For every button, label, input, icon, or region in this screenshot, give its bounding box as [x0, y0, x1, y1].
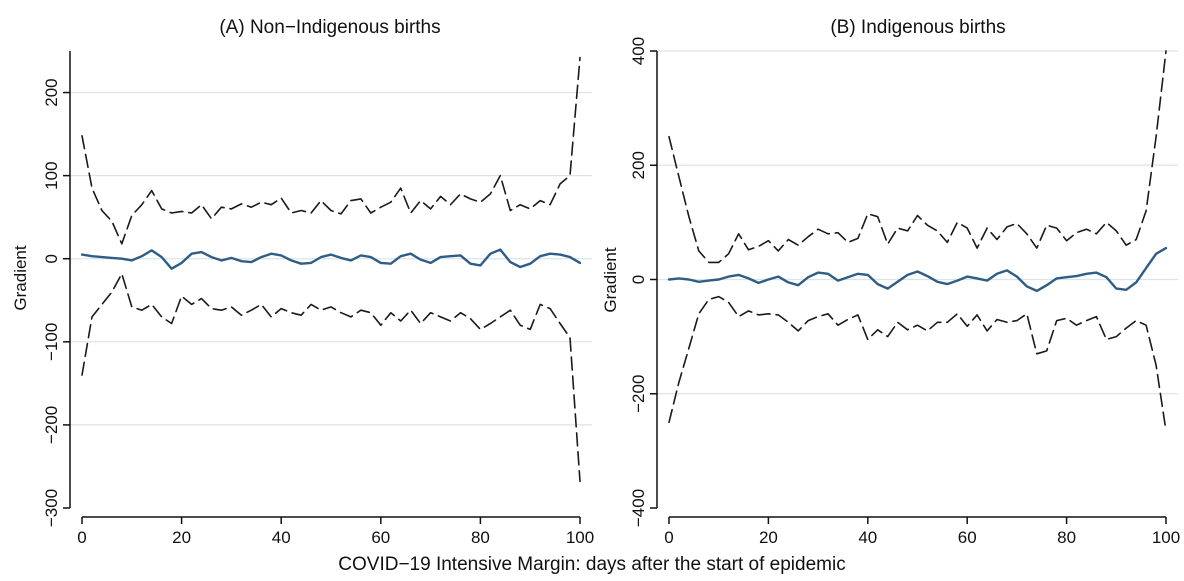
panel-b-upper-ci-line	[668, 50, 1167, 264]
panel-a-lower-ci-line	[81, 272, 581, 483]
panel-a-x-tick-label: 0	[77, 528, 86, 547]
panel-b-x-tick-label: 0	[664, 528, 673, 547]
panel-b-estimate-line	[667, 246, 1168, 293]
panel-b-y-tick-label: 200	[629, 151, 648, 179]
panel-a-y-tick-label: −200	[42, 406, 61, 444]
panel-a-grid	[70, 91, 592, 426]
panel-a-y-axis-label: Gradient	[11, 245, 30, 310]
panel-b-y-tick-label: 0	[629, 275, 648, 284]
panel-a-x-tick-label: 80	[471, 528, 490, 547]
panel-b-y-ticks: −400 −200 0 200 400	[629, 37, 657, 527]
panel-b-x-ticks: 0 20 40 60 80 100	[664, 517, 1180, 547]
panel-a-x-tick-label: 100	[566, 528, 594, 547]
panel-a-upper-ci-line	[81, 56, 581, 245]
panel-a: (A) Non−Indigenous births −300 −200 −100 0 1…	[11, 17, 594, 547]
panel-b-y-tick-label: −200	[629, 375, 648, 413]
panel-a-estimate-line	[80, 248, 582, 270]
panel-b: (B) Indigenous births −400 −200 0 200 400 0 2…	[601, 17, 1180, 547]
panel-a-y-tick-label: 0	[42, 254, 61, 263]
panel-a-x-tick-label: 40	[272, 528, 291, 547]
panel-a-y-tick-label: 200	[42, 78, 61, 106]
panel-a-title: (A) Non−Indigenous births	[219, 17, 440, 38]
panel-a-x-tick-label: 20	[172, 528, 191, 547]
panel-b-y-tick-label: 400	[629, 37, 648, 65]
panel-b-lower-ci-line	[668, 295, 1167, 432]
panel-a-y-tick-label: −100	[42, 323, 61, 361]
panel-b-grid	[657, 50, 1178, 395]
panel-b-x-tick-label: 20	[759, 528, 778, 547]
panel-b-x-tick-label: 100	[1152, 528, 1180, 547]
panel-a-x-tick-label: 60	[371, 528, 390, 547]
panel-b-y-tick-label: −400	[629, 489, 648, 527]
panel-a-x-ticks: 0 20 40 60 80 100	[77, 517, 594, 547]
panel-b-lines	[667, 50, 1168, 432]
panel-a-y-ticks: −300 −200 −100 0 100 200	[42, 78, 70, 527]
panel-b-y-axis-label: Gradient	[601, 247, 620, 312]
panel-b-title: (B) Indigenous births	[830, 17, 1005, 38]
shared-x-axis-label: COVID−19 Intensive Margin: days after th…	[338, 554, 845, 575]
panel-a-y-tick-label: 100	[42, 161, 61, 189]
panel-a-y-tick-label: −300	[42, 489, 61, 527]
panel-a-lines	[80, 56, 582, 483]
panel-b-x-tick-label: 80	[1057, 528, 1076, 547]
panel-b-x-tick-label: 60	[958, 528, 977, 547]
panel-b-x-tick-label: 40	[858, 528, 877, 547]
